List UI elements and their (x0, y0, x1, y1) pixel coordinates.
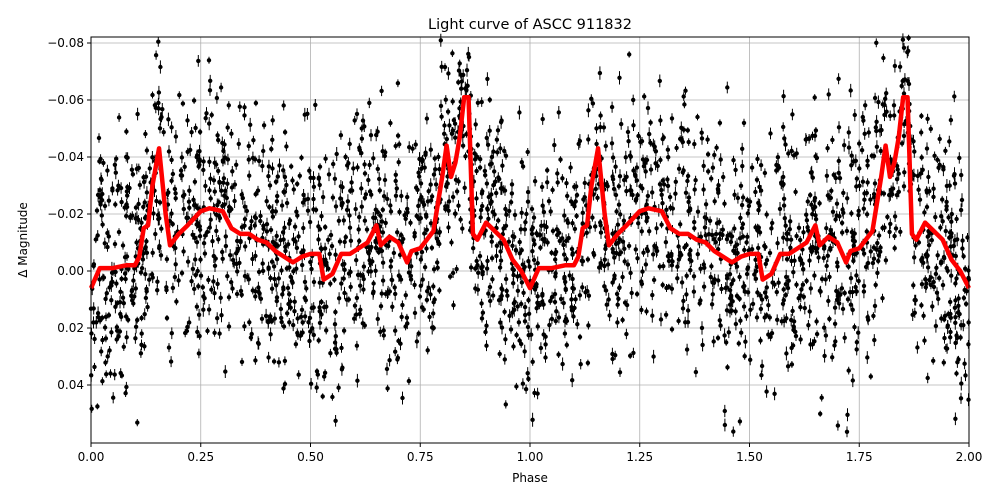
x-tick-label: 1.25 (626, 450, 653, 464)
y-tick-label: −0.06 (47, 93, 84, 107)
x-tick-label: 1.50 (736, 450, 763, 464)
y-tick-label: −0.04 (47, 150, 84, 164)
y-tick-label: 0.00 (57, 264, 84, 278)
observation-points (88, 33, 972, 438)
y-tick-label: 0.04 (57, 378, 84, 392)
chart-title: Light curve of ASCC 911832 (428, 17, 632, 33)
x-tick-label: 0.25 (187, 450, 214, 464)
y-axis-ticks: −0.08 −0.06 −0.04 −0.02 0.00 0.02 0.04 (47, 36, 91, 392)
x-tick-label: 1.00 (517, 450, 544, 464)
x-tick-label: 0.50 (297, 450, 324, 464)
x-axis-ticks: 0.00 0.25 0.50 0.75 1.00 1.25 1.50 1.75 2.00 (78, 443, 983, 464)
x-tick-label: 0.75 (407, 450, 434, 464)
y-tick-label: −0.08 (47, 36, 84, 50)
x-tick-label: 2.00 (956, 450, 983, 464)
y-axis-label: Δ Magnitude (16, 202, 30, 278)
x-axis-label: Phase (512, 471, 548, 485)
model-curve (88, 94, 972, 291)
x-tick-label: 0.00 (78, 450, 105, 464)
y-tick-label: 0.02 (57, 321, 84, 335)
x-tick-label: 1.75 (846, 450, 873, 464)
y-tick-label: −0.02 (47, 207, 84, 221)
